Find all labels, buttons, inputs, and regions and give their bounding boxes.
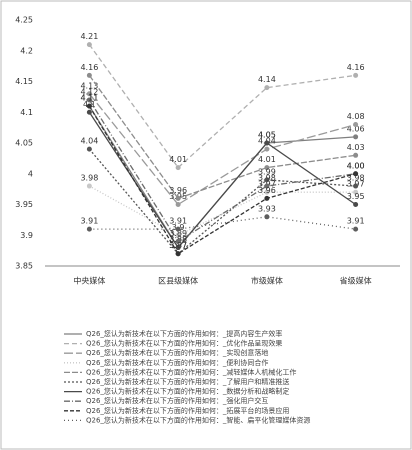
- point: [353, 152, 359, 158]
- point: [353, 72, 359, 78]
- point: [175, 165, 181, 171]
- legend-label: Q26_您认为新技术在以下方面的作用如何：_智能、扁平化管理媒体资源: [86, 415, 310, 424]
- legend-label: Q26_您认为新技术在以下方面的作用如何：_实现创意落地: [86, 348, 268, 357]
- y-tick-label: 3.95: [15, 200, 33, 209]
- data-label: 3.91: [80, 217, 98, 226]
- data-label: 3.93: [258, 204, 276, 213]
- y-tick-label: 4.1: [20, 108, 33, 117]
- point: [264, 195, 270, 201]
- data-label: 3.96: [169, 186, 187, 195]
- x-tick-label: 区县级媒体: [158, 276, 198, 286]
- series-line: [88, 74, 356, 200]
- point: [264, 165, 270, 171]
- data-label: 4.05: [258, 131, 276, 140]
- data-label: 4.11: [80, 94, 98, 103]
- point: [353, 202, 359, 207]
- series-line: [88, 99, 356, 243]
- legend-label: Q26_您认为新技术在以下方面的作用如何：_拓展平台的场景应用: [86, 406, 289, 415]
- series-line: [88, 148, 356, 255]
- series-line: [89, 216, 356, 230]
- point: [264, 183, 270, 189]
- legend-label: Q26_您认为新技术在以下方面的作用如何：_强化用户交互: [86, 396, 268, 405]
- point: [86, 146, 92, 152]
- series-line: [88, 105, 356, 255]
- data-label: 3.99: [258, 167, 276, 176]
- point: [264, 214, 270, 220]
- point: [175, 202, 181, 207]
- data-label: 4.05: [258, 131, 276, 140]
- x-tick-label: 市级媒体: [251, 276, 283, 286]
- point: [175, 195, 181, 201]
- y-tick-label: 3.85: [15, 262, 33, 271]
- series-line: [89, 185, 356, 236]
- data-label: 4.01: [258, 155, 276, 164]
- data-label: 4.14: [258, 75, 276, 84]
- data-label: 4.21: [80, 32, 98, 41]
- data-label: 4.13: [80, 81, 98, 90]
- point: [175, 251, 181, 257]
- point: [264, 146, 270, 152]
- point: [353, 189, 359, 195]
- point: [175, 232, 181, 238]
- data-label: 4.08: [347, 112, 365, 121]
- y-tick-label: 4.25: [15, 16, 33, 25]
- data-label: 3.91: [169, 217, 187, 226]
- data-label: 3.87: [169, 241, 187, 250]
- data-label: 3.95: [347, 192, 365, 201]
- data-label: 4.16: [80, 63, 98, 72]
- data-label: 4.06: [347, 124, 365, 133]
- data-label: 4.16: [347, 63, 365, 72]
- point: [353, 171, 359, 177]
- data-label: 4.04: [80, 137, 98, 146]
- series-line: [88, 93, 356, 206]
- data-label: 4.03: [347, 143, 365, 152]
- point: [86, 103, 92, 109]
- x-tick-label: 中央媒体: [73, 276, 105, 286]
- point: [86, 42, 92, 48]
- data-label: 3.91: [347, 217, 365, 226]
- point: [86, 91, 92, 97]
- series-line: [88, 44, 356, 169]
- point: [353, 134, 359, 140]
- legend-label: Q26_您认为新技术在以下方面的作用如何：_优化作品呈现效果: [86, 339, 282, 348]
- legend-label: Q26_您认为新技术在以下方面的作用如何：_提高内容生产效率: [86, 329, 282, 338]
- data-label: 4.01: [169, 155, 187, 164]
- point: [86, 72, 92, 78]
- point: [86, 183, 92, 189]
- point: [86, 97, 92, 103]
- point: [264, 189, 270, 195]
- data-label: 4.12: [80, 87, 98, 96]
- legend-label: Q26_您认为新技术在以下方面的作用如何：_便利协同合作: [86, 358, 268, 367]
- data-label: 3.89: [169, 229, 187, 238]
- legend-label: Q26_您认为新技术在以下方面的作用如何：_了解用户和精准推送: [86, 377, 289, 386]
- y-tick-label: 4: [28, 169, 33, 178]
- y-tick-label: 4.2: [20, 46, 33, 55]
- point: [264, 85, 270, 91]
- data-label: 4.00: [347, 161, 365, 170]
- point: [86, 109, 92, 115]
- legend-label: Q26_您认为新技术在以下方面的作用如何：_数据分析和战略制定: [86, 387, 289, 396]
- data-label: 3.96: [258, 186, 276, 195]
- point: [86, 226, 92, 232]
- data-label: 4.00: [347, 161, 365, 170]
- point: [175, 226, 181, 232]
- x-tick-label: 省级媒体: [340, 276, 372, 286]
- y-tick-label: 4.15: [15, 77, 33, 86]
- y-tick-label: 4.05: [15, 139, 33, 148]
- point: [264, 140, 270, 146]
- y-tick-label: 3.9: [20, 231, 33, 240]
- point: [175, 245, 181, 251]
- data-label: 3.98: [347, 174, 365, 183]
- point: [353, 183, 359, 189]
- legend-label: Q26_您认为新技术在以下方面的作用如何：_减轻媒体人机械化工作: [86, 367, 296, 376]
- point: [175, 238, 181, 244]
- data-label: 3.98: [80, 174, 98, 183]
- point: [353, 226, 359, 232]
- data-label: 3.98: [258, 174, 276, 183]
- point: [264, 177, 270, 183]
- point: [353, 122, 359, 128]
